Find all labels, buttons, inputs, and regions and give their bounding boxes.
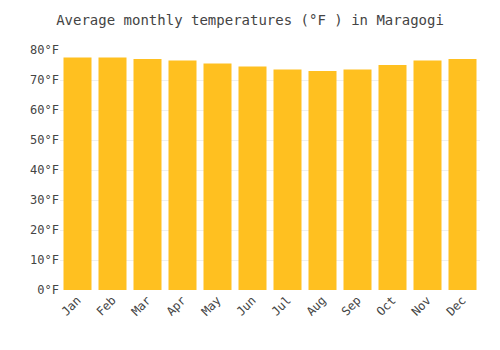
svg-text:50°F: 50°F <box>30 133 59 147</box>
svg-text:0°F: 0°F <box>37 283 59 297</box>
svg-text:30°F: 30°F <box>30 193 59 207</box>
svg-text:Oct: Oct <box>374 293 399 318</box>
svg-text:10°F: 10°F <box>30 253 59 267</box>
svg-text:Apr: Apr <box>164 293 189 318</box>
svg-text:70°F: 70°F <box>30 73 59 87</box>
svg-text:Aug: Aug <box>304 293 329 318</box>
svg-text:Jan: Jan <box>59 293 84 318</box>
svg-text:80°F: 80°F <box>30 43 59 57</box>
svg-text:Nov: Nov <box>409 293 434 318</box>
svg-text:Jul: Jul <box>269 293 294 318</box>
svg-text:Mar: Mar <box>129 293 154 318</box>
svg-text:Feb: Feb <box>94 293 119 318</box>
svg-text:Dec: Dec <box>444 293 469 318</box>
svg-text:40°F: 40°F <box>30 163 59 177</box>
svg-text:Jun: Jun <box>234 293 259 318</box>
svg-text:20°F: 20°F <box>30 223 59 237</box>
svg-text:Sep: Sep <box>339 293 364 318</box>
svg-text:May: May <box>199 293 224 318</box>
svg-text:Average monthly temperatures (: Average monthly temperatures (°F ) in Ma… <box>56 12 444 28</box>
svg-text:60°F: 60°F <box>30 103 59 117</box>
